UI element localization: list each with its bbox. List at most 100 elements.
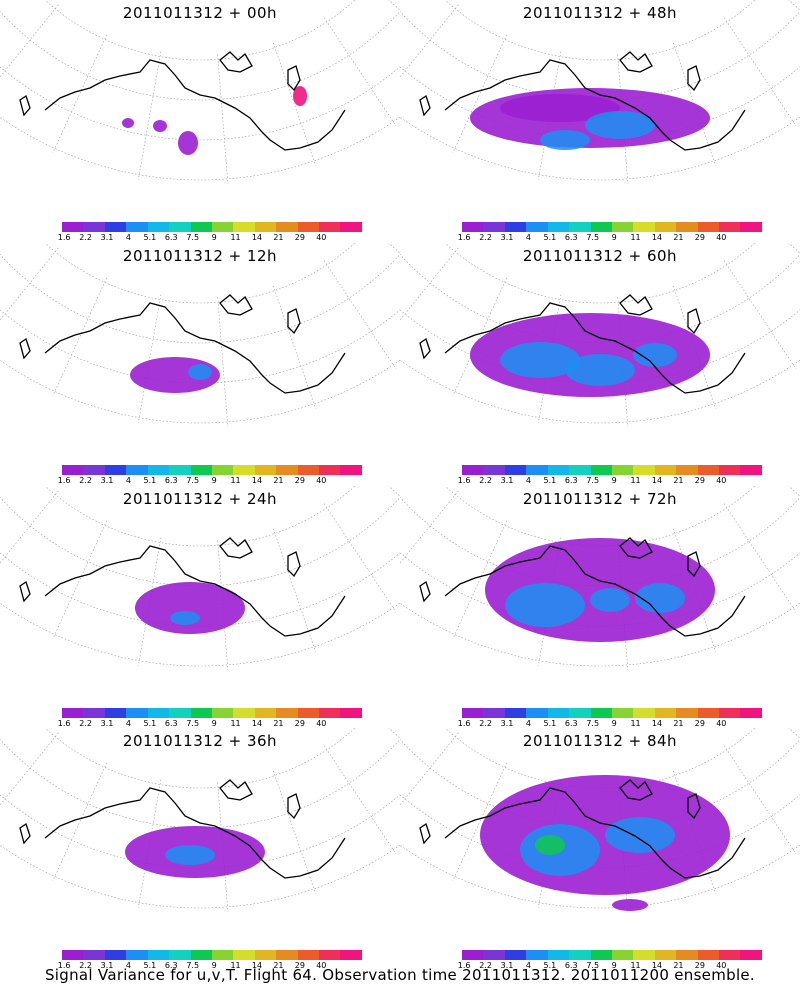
meridian-line: [400, 0, 419, 41]
colorbar-labels: 1.6 2.2 3.1 4 5.1 6.3 7.5 9 11 14 21 29 40: [458, 718, 762, 730]
colorbar-swatch: [169, 465, 191, 475]
colorbar-tick-label: 29: [294, 476, 305, 485]
variance-map: [400, 0, 800, 184]
colorbar: 1.6 2.2 3.1 4 5.1 6.3 7.5 9 11 14 21 29 40: [58, 465, 362, 487]
colorbar-tick-label: 14: [651, 233, 663, 242]
colorbar-tick-label: 3.1: [500, 719, 514, 728]
colorbar-tick-label: 29: [694, 476, 705, 485]
colorbar-swatches: [62, 222, 362, 232]
meridian-line: [138, 779, 162, 908]
colorbar-swatch: [526, 222, 548, 232]
meridian-line: [388, 728, 400, 739]
colorbar-tick-label: 5.1: [143, 233, 157, 242]
colorbar-swatch: [319, 950, 341, 960]
variance-map: [0, 0, 400, 184]
colorbar: 1.6 2.2 3.1 4 5.1 6.3 7.5 9 11 14 21 29 40: [58, 950, 362, 972]
colorbar-swatch: [719, 708, 741, 718]
colorbar-swatch: [676, 950, 698, 960]
meridian-line: [388, 0, 400, 11]
colorbar-tick-label: 7.5: [186, 961, 200, 970]
colorbar-tick-label: 14: [651, 476, 663, 485]
colorbar-tick-label: 6.3: [564, 233, 578, 242]
colorbar-swatch: [526, 950, 548, 960]
colorbar-tick-label: 9: [611, 961, 617, 970]
colorbar-swatch: [276, 950, 298, 960]
colorbar-tick-label: 21: [273, 719, 284, 728]
latitude-circle: [400, 116, 800, 181]
colorbar-swatch: [319, 222, 341, 232]
variance-contour: [165, 845, 215, 865]
colorbar-swatch: [233, 465, 255, 475]
meridian-line: [0, 732, 59, 806]
colorbar-swatch: [504, 950, 527, 960]
latitude-circle: [444, 0, 756, 61]
colorbar-swatches: [462, 708, 762, 718]
colorbar-tick-label: 1.6: [57, 233, 71, 242]
colorbar-swatch: [611, 465, 634, 475]
colorbar-tick-label: 40: [316, 961, 327, 970]
variance-contour: [122, 118, 134, 128]
colorbar-swatches: [62, 465, 362, 475]
colorbar-tick-label: 2.2: [479, 476, 492, 485]
meridian-line: [323, 17, 397, 127]
colorbar-swatch: [147, 222, 170, 232]
colorbar-tick-label: 3.1: [500, 233, 514, 242]
colorbar-tick-label: 7.5: [586, 719, 600, 728]
colorbar-tick-label: 4: [525, 476, 531, 485]
variance-map: [400, 728, 800, 912]
latitude-circle: [44, 0, 356, 61]
latitude-circle: [44, 728, 356, 789]
figure-caption: Signal Variance for u,v,T. Flight 64. Ob…: [44, 966, 756, 984]
colorbar-swatch: [276, 222, 298, 232]
colorbar-swatch: [147, 708, 170, 718]
graticule: [0, 728, 400, 912]
latitude-circle: [0, 552, 400, 627]
meridian-line: [138, 51, 162, 180]
meridian-line: [0, 247, 59, 321]
colorbar-swatches: [62, 708, 362, 718]
colorbar-swatch: [211, 708, 234, 718]
colorbar-tick-label: 4: [525, 719, 531, 728]
colorbar-tick-label: 11: [230, 476, 241, 485]
colorbar-tick-label: 3.1: [500, 961, 514, 970]
colorbar-swatch: [83, 950, 105, 960]
colorbar-swatch: [462, 222, 484, 232]
colorbar-swatch: [126, 708, 148, 718]
colorbar-tick-label: 7.5: [186, 719, 200, 728]
colorbar-tick-label: 21: [273, 233, 284, 242]
colorbar-tick-label: 14: [251, 961, 263, 970]
colorbar-swatch: [676, 222, 698, 232]
panel-title: 2011011312 + 48h: [522, 4, 678, 22]
variance-contour: [635, 583, 685, 613]
meridian-line: [723, 745, 797, 855]
meridian-line: [723, 17, 797, 127]
latitude-circle: [0, 738, 400, 829]
colorbar-tick-label: 1.6: [457, 233, 471, 242]
colorbar-swatch: [340, 708, 362, 718]
colorbar-tick-label: 4: [125, 476, 131, 485]
colorbar-swatch: [676, 708, 698, 718]
meridian-line: [217, 782, 229, 912]
colorbar-tick-label: 9: [611, 719, 617, 728]
colorbar-swatch: [62, 708, 84, 718]
variance-contour: [535, 835, 565, 855]
colorbar-swatch: [569, 950, 591, 960]
colorbar-tick-label: 5.1: [543, 719, 557, 728]
variance-contour: [500, 342, 580, 378]
colorbar-swatch: [104, 950, 127, 960]
colorbar-tick-label: 5.1: [543, 961, 557, 970]
variance-map: [0, 243, 400, 427]
colorbar-labels: 1.6 2.2 3.1 4 5.1 6.3 7.5 9 11 14 21 29 40: [458, 232, 762, 244]
meridian-line: [0, 4, 59, 78]
meridian-line: [672, 285, 716, 409]
panel-title: 2011011312 + 24h: [122, 490, 278, 508]
latitude-circle: [400, 10, 800, 101]
colorbar-tick-label: 40: [316, 719, 327, 728]
meridian-line: [400, 4, 459, 78]
latitude-circle: [400, 794, 800, 869]
colorbar-tick-label: 6.3: [564, 476, 578, 485]
colorbar-tick-label: 6.3: [564, 961, 578, 970]
colorbar-swatch: [297, 465, 320, 475]
colorbar-swatch: [83, 222, 105, 232]
meridian-line: [788, 0, 800, 11]
